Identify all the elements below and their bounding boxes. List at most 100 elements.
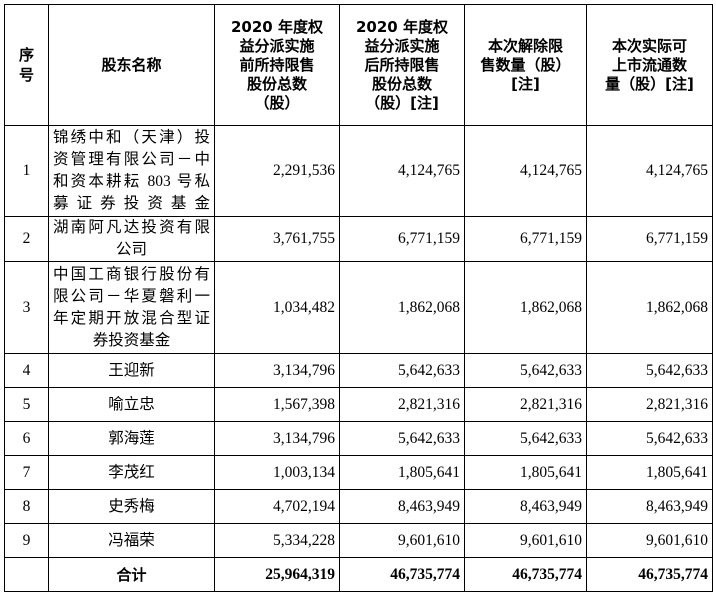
actual-shares-cell: 5,642,633 bbox=[586, 421, 713, 456]
header-line: （股） bbox=[254, 93, 300, 112]
table-row: 7 李茂红 1,003,134 1,805,641 1,805,641 1,80… bbox=[4, 455, 713, 490]
shareholder-name-cell: 湖南阿凡达投资有限 公司 bbox=[48, 216, 215, 262]
name-line: 中国工商银行股份有 bbox=[53, 265, 210, 283]
actual-shares-cell: 1,805,641 bbox=[586, 455, 713, 490]
name-line: 限公司－华夏磐利一 bbox=[53, 287, 210, 305]
post-shares-cell: 1,862,068 bbox=[339, 261, 465, 354]
shareholder-name-cell: 李茂红 bbox=[48, 455, 215, 490]
name-line: 湖南阿凡达投资有限 bbox=[53, 219, 210, 236]
table-row: 3 中国工商银行股份有 限公司－华夏磐利一 年定期开放混合型证 券投资基金 1,… bbox=[4, 261, 713, 354]
pre-shares-cell: 3,134,796 bbox=[214, 353, 340, 388]
header-line: 2020 年度权 bbox=[231, 17, 323, 36]
shareholder-name-cell: 王迎新 bbox=[48, 353, 215, 388]
serial-no-cell: 4 bbox=[4, 353, 49, 388]
name-line: 资管理有限公司－中 bbox=[53, 151, 210, 168]
serial-no-cell: 3 bbox=[4, 261, 49, 354]
serial-no-cell: 6 bbox=[4, 421, 49, 456]
actual-shares-cell: 2,821,316 bbox=[586, 387, 713, 422]
released-shares-cell: 1,862,068 bbox=[464, 261, 587, 354]
header-line: 股份总数 bbox=[246, 74, 307, 93]
pre-shares-cell: 4,702,194 bbox=[214, 489, 340, 524]
name-line: 和资本耕耘 803 号私 bbox=[53, 173, 210, 190]
total-post-shares-cell: 46,735,774 bbox=[339, 557, 465, 592]
post-shares-cell: 5,642,633 bbox=[339, 353, 465, 388]
table-row: 6 郭海莲 3,134,796 5,642,633 5,642,633 5,64… bbox=[4, 421, 713, 456]
name-line: 公司 bbox=[115, 241, 147, 258]
header-line: 股份总数 bbox=[371, 74, 432, 93]
restricted-shares-table: 序号 股东名称 2020 年度权 益分派实施 前所持限售 股份总数 （股） 20… bbox=[4, 4, 713, 592]
table-row: 5 喻立忠 1,567,398 2,821,316 2,821,316 2,82… bbox=[4, 387, 713, 422]
header-line: 售数量（股） bbox=[480, 55, 571, 74]
table-row: 4 王迎新 3,134,796 5,642,633 5,642,633 5,64… bbox=[4, 353, 713, 388]
header-line: （股）[注] bbox=[365, 93, 439, 112]
header-line: 量（股）[注] bbox=[605, 74, 694, 93]
table-row: 8 史秀梅 4,702,194 8,463,949 8,463,949 8,46… bbox=[4, 489, 713, 524]
shareholder-name-cell: 中国工商银行股份有 限公司－华夏磐利一 年定期开放混合型证 券投资基金 bbox=[48, 261, 215, 354]
pre-shares-cell: 1,003,134 bbox=[214, 455, 340, 490]
shareholder-name-cell: 史秀梅 bbox=[48, 489, 215, 524]
actual-shares-cell: 8,463,949 bbox=[586, 489, 713, 524]
table-row: 9 冯福荣 5,334,228 9,601,610 9,601,610 9,60… bbox=[4, 523, 713, 558]
post-shares-cell: 2,821,316 bbox=[339, 387, 465, 422]
total-blank-cell bbox=[4, 557, 49, 592]
table-row: 1 锦绣中和（天津）投 资管理有限公司－中 和资本耕耘 803 号私 募证券投资… bbox=[4, 125, 713, 217]
total-row: 合计 25,964,319 46,735,774 46,735,774 46,7… bbox=[4, 557, 713, 592]
total-pre-shares-cell: 25,964,319 bbox=[214, 557, 340, 592]
name-line: 锦绣中和（天津）投 bbox=[53, 129, 210, 146]
table-header-row: 序号 股东名称 2020 年度权 益分派实施 前所持限售 股份总数 （股） 20… bbox=[4, 4, 713, 126]
serial-no-cell: 1 bbox=[4, 125, 49, 217]
header-serial-no-text: 序号 bbox=[19, 46, 35, 84]
released-shares-cell: 9,601,610 bbox=[464, 523, 587, 558]
actual-shares-cell: 1,862,068 bbox=[586, 261, 713, 354]
released-shares-cell: 5,642,633 bbox=[464, 353, 587, 388]
actual-shares-cell: 6,771,159 bbox=[586, 216, 713, 262]
shareholder-name-cell: 锦绣中和（天津）投 资管理有限公司－中 和资本耕耘 803 号私 募证券投资基金 bbox=[48, 125, 215, 217]
name-line: 募证券投资基金 bbox=[53, 195, 210, 212]
pre-shares-cell: 5,334,228 bbox=[214, 523, 340, 558]
serial-no-cell: 7 bbox=[4, 455, 49, 490]
shareholder-name-cell: 郭海莲 bbox=[48, 421, 215, 456]
shareholder-name-cell: 冯福荣 bbox=[48, 523, 215, 558]
serial-no-cell: 9 bbox=[4, 523, 49, 558]
pre-shares-cell: 3,761,755 bbox=[214, 216, 340, 262]
name-line: 年定期开放混合型证 bbox=[53, 309, 210, 327]
header-line: 益分派实施 bbox=[239, 36, 315, 55]
header-pre-distribution-shares: 2020 年度权 益分派实施 前所持限售 股份总数 （股） bbox=[214, 4, 340, 126]
serial-no-cell: 2 bbox=[4, 216, 49, 262]
actual-shares-cell: 9,601,610 bbox=[586, 523, 713, 558]
header-shareholder-name: 股东名称 bbox=[48, 4, 215, 126]
released-shares-cell: 1,805,641 bbox=[464, 455, 587, 490]
released-shares-cell: 6,771,159 bbox=[464, 216, 587, 262]
pre-shares-cell: 3,134,796 bbox=[214, 421, 340, 456]
header-line: 上市流通数 bbox=[611, 55, 687, 74]
pre-shares-cell: 2,291,536 bbox=[214, 125, 340, 217]
header-released-shares: 本次解除限 售数量（股） [注] bbox=[464, 4, 587, 126]
post-shares-cell: 1,805,641 bbox=[339, 455, 465, 490]
total-released-shares-cell: 46,735,774 bbox=[464, 557, 587, 592]
header-line: 本次实际可 bbox=[611, 36, 687, 55]
actual-shares-cell: 5,642,633 bbox=[586, 353, 713, 388]
name-line: 券投资基金 bbox=[92, 331, 171, 349]
header-line: [注] bbox=[511, 74, 540, 93]
header-post-distribution-shares: 2020 年度权 益分派实施 后所持限售 股份总数 （股）[注] bbox=[339, 4, 465, 126]
header-line: 益分派实施 bbox=[364, 36, 440, 55]
header-actual-tradable-shares: 本次实际可 上市流通数 量（股）[注] bbox=[586, 4, 713, 126]
header-line: 本次解除限 bbox=[487, 36, 563, 55]
header-line: 后所持限售 bbox=[364, 55, 440, 74]
post-shares-cell: 9,601,610 bbox=[339, 523, 465, 558]
header-serial-no: 序号 bbox=[4, 4, 49, 126]
table-row: 2 湖南阿凡达投资有限 公司 3,761,755 6,771,159 6,771… bbox=[4, 216, 713, 262]
released-shares-cell: 8,463,949 bbox=[464, 489, 587, 524]
released-shares-cell: 5,642,633 bbox=[464, 421, 587, 456]
released-shares-cell: 4,124,765 bbox=[464, 125, 587, 217]
post-shares-cell: 8,463,949 bbox=[339, 489, 465, 524]
header-line: 前所持限售 bbox=[239, 55, 315, 74]
actual-shares-cell: 4,124,765 bbox=[586, 125, 713, 217]
shareholder-name-cell: 喻立忠 bbox=[48, 387, 215, 422]
header-line: 2020 年度权 bbox=[356, 17, 448, 36]
total-actual-shares-cell: 46,735,774 bbox=[586, 557, 713, 592]
released-shares-cell: 2,821,316 bbox=[464, 387, 587, 422]
total-label-cell: 合计 bbox=[48, 557, 215, 592]
pre-shares-cell: 1,034,482 bbox=[214, 261, 340, 354]
pre-shares-cell: 1,567,398 bbox=[214, 387, 340, 422]
